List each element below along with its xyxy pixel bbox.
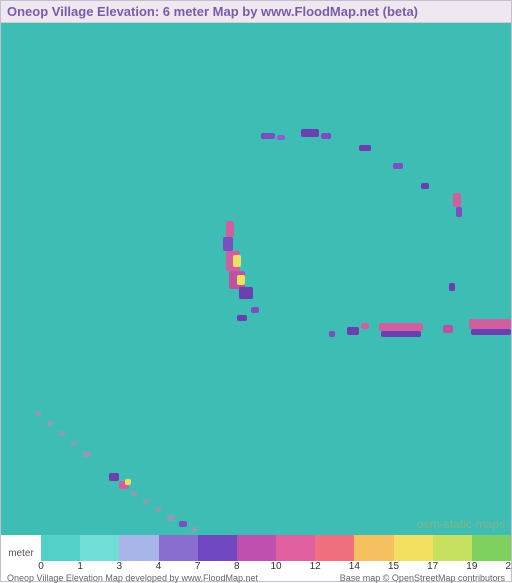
elevation-spot [361,323,369,329]
elevation-spot [469,319,511,329]
elevation-spot [359,145,371,151]
elevation-spot [233,255,241,267]
header-bar: Oneop Village Elevation: 6 meter Map by … [1,1,511,23]
scale-segment [472,535,511,561]
elevation-spot [237,315,247,321]
map-container: Oneop Village Elevation: 6 meter Map by … [0,0,512,582]
elevation-spot [321,133,331,139]
elevation-spot [179,521,187,527]
scale-tick-label: 12 [310,561,321,572]
elevation-spot [237,275,245,285]
scale-tick-label: 14 [349,561,360,572]
elevation-spot [347,327,359,335]
elevation-spot [155,507,161,512]
scale-segment [276,535,315,561]
elevation-spot [453,193,461,207]
scale-segment [315,535,354,561]
scale-tick-label: 3 [117,561,123,572]
scale-tick-label: 0 [38,561,44,572]
header-title: Oneop Village Elevation: 6 meter Map by … [7,4,418,19]
scale-tick-label: 15 [388,561,399,572]
elevation-spot [223,237,233,251]
elevation-spot [449,283,455,291]
elevation-spot [239,287,253,299]
elevation-spot [83,451,91,457]
scale-tick-label: 1 [77,561,83,572]
elevation-spot [329,331,335,337]
scale-tick-label: 4 [156,561,162,572]
elevation-spot [277,135,285,140]
elevation-spot [125,479,131,485]
elevation-spot [47,421,53,426]
color-scale [41,535,511,561]
elevation-spot [109,473,119,481]
scale-segment [119,535,158,561]
scale-segment [237,535,276,561]
scale-ticks: 0 1 3 4 7 8 10 12 14 15 17 19 21 [41,561,511,573]
elevation-spot [261,133,275,139]
scale-tick-label: 19 [466,561,477,572]
scale-segment [354,535,393,561]
elevation-spot [131,491,137,496]
scale-tick-label: 10 [270,561,281,572]
elevation-spot [456,207,462,217]
scale-tick-label: 8 [234,561,240,572]
scale-segment [198,535,237,561]
elevation-spot [226,221,234,237]
scale-segment [159,535,198,561]
scale-segment [80,535,119,561]
elevation-spot [379,323,423,331]
elevation-spot [443,325,453,333]
elevation-spot [393,163,403,169]
elevation-spot [71,441,77,446]
scale-segment [394,535,433,561]
elevation-spot [59,431,65,436]
scale-unit-label: meter [1,535,41,561]
scale-tick-label: 21 [505,561,512,572]
elevation-spot [301,129,319,137]
elevation-spot [167,515,175,521]
footer: meter 01347810121415171921 Oneop Village… [1,535,511,581]
elevation-spot [381,331,421,337]
elevation-spot [143,499,149,504]
elevation-spot [471,329,511,335]
scale-segment [433,535,472,561]
elevation-spot [251,307,259,313]
elevation-spot [191,527,197,532]
scale-tick-label: 7 [195,561,201,572]
elevation-spot [35,411,41,416]
map-watermark: osm-static-maps [417,517,505,531]
scale-tick-label: 17 [427,561,438,572]
elevation-spot [421,183,429,189]
elevation-map[interactable]: osm-static-maps [1,23,511,535]
scale-segment [41,535,80,561]
